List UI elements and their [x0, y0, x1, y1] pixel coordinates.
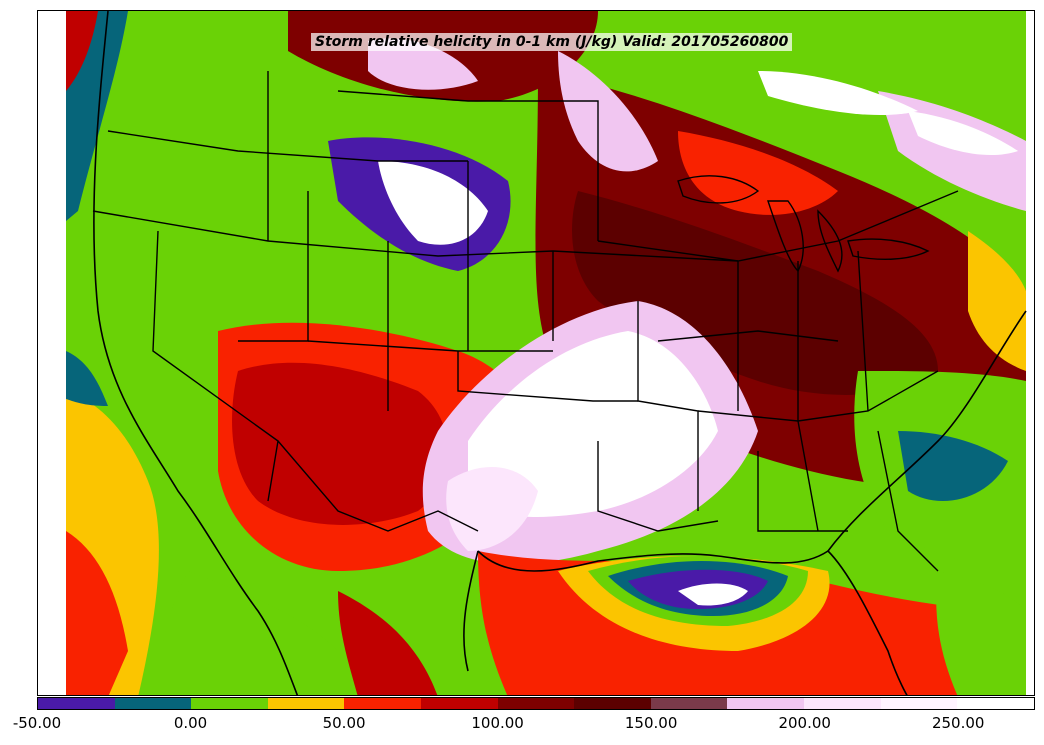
mexico-red: [338, 591, 438, 695]
colorbar-swatch: [267, 698, 345, 709]
colorbar-swatch: [114, 698, 192, 709]
mexico-green: [158, 571, 338, 695]
great-lakes-red: [678, 131, 838, 215]
colorbar-tick-label: 150.00: [624, 714, 678, 732]
great-lakes-outline: [677, 175, 930, 273]
colorbar-swatch: [880, 698, 958, 709]
northeast-white: [908, 111, 1018, 156]
colorbar-swatch: [650, 698, 728, 709]
map-panel: Storm relative helicity in 0-1 km (J/kg)…: [37, 10, 1035, 696]
coastlines: [93, 11, 1027, 695]
nw-red-patch: [66, 11, 98, 91]
colorbar-swatch: [191, 698, 268, 709]
colorbar-tick-label: 250.00: [931, 714, 985, 732]
colorbar-swatch: [957, 698, 1034, 709]
colorbar-swatch: [497, 698, 575, 709]
state-boundaries: [92, 71, 959, 572]
helicity-map: [66, 11, 1027, 695]
southeast-teal: [898, 431, 1008, 501]
colorbar-tick-label: 0.00: [173, 714, 208, 732]
pacific-green-strip: [66, 351, 108, 406]
pacific-red-band: [66, 531, 128, 695]
colorbar: [37, 697, 1035, 710]
map-title: Storm relative helicity in 0-1 km (J/kg)…: [311, 33, 793, 51]
colorbar-swatch: [727, 698, 805, 709]
north-pink-cap: [368, 38, 478, 90]
colorbar-tick-label: 100.00: [471, 714, 524, 732]
atlantic-yellow: [968, 231, 1026, 371]
colorbar-swatch: [804, 698, 881, 709]
central-darkred-field: [232, 362, 448, 525]
plains-white-core: [468, 331, 718, 517]
colorbar-swatch: [574, 698, 651, 709]
colorbar-tick-label: 50.00: [322, 714, 366, 732]
north-white-streak: [758, 71, 918, 116]
atlantic-green: [936, 571, 1026, 695]
north-central-pink: [558, 51, 658, 172]
colorbar-tick-label: 200.00: [778, 714, 831, 732]
gulf-white: [678, 583, 748, 606]
eastern-darkmaroon-core: [572, 191, 938, 395]
colorbar-swatch: [344, 698, 422, 709]
northern-plains-white: [378, 161, 488, 245]
colorbar-swatch: [38, 698, 115, 709]
colorbar-ticks: -50.00 0.00 50.00 100.00 150.00 200.00 250.00: [0, 714, 1044, 740]
colorbar-swatch: [421, 698, 498, 709]
south-texas-white: [446, 467, 538, 551]
colorbar-tick-label: -50.00: [12, 714, 62, 732]
